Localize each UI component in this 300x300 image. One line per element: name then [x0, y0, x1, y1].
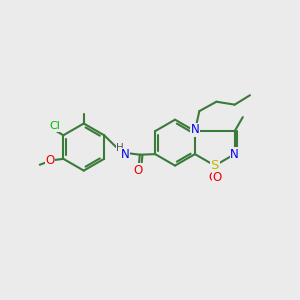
Text: O: O: [212, 171, 222, 184]
Text: O: O: [208, 171, 217, 184]
Text: N: N: [190, 124, 199, 136]
Text: Cl: Cl: [49, 122, 60, 131]
Text: N: N: [121, 148, 130, 161]
Text: O: O: [45, 154, 54, 167]
Text: H: H: [116, 143, 124, 153]
Text: O: O: [134, 164, 143, 176]
Text: N: N: [230, 148, 239, 160]
Text: S: S: [211, 159, 219, 172]
